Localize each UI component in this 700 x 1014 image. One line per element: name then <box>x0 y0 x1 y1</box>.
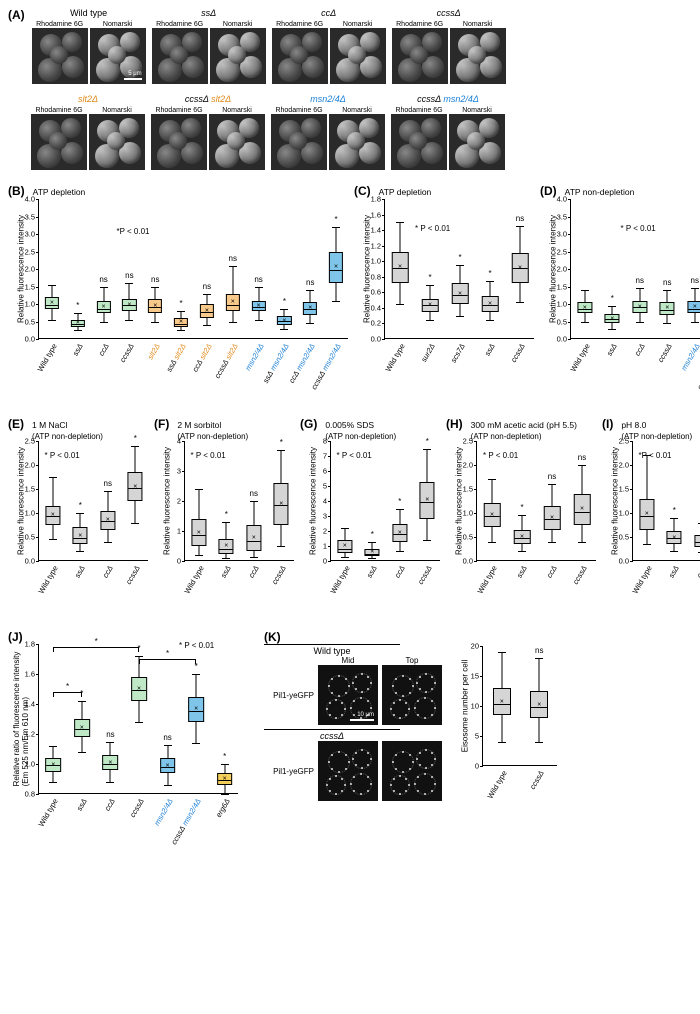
panel-B: (B)ATP depletion0.00.51.01.52.02.53.03.5… <box>8 184 348 409</box>
panel-H: (H)300 mM acetic acid (pH 5.5)(ATP non-d… <box>446 417 596 616</box>
micro-row-1: Wild typeRhodamine 6GNomarski5 μmssΔRhod… <box>29 8 509 90</box>
panel-A-label: (A) <box>8 8 25 22</box>
panel-K-micrographs: Wild typeMidTopPil1-yeGFP10 μmccssΔPil1-… <box>264 644 442 801</box>
panel-D: (D)ATP non-depletion0.00.51.01.52.02.53.… <box>540 184 700 409</box>
panel-K-label: (K) <box>264 630 281 644</box>
panel-K-chart: 05101520Eisosome number per cell××nsWild… <box>452 646 557 806</box>
panel-K: (K) Wild typeMidTopPil1-yeGFP10 μmccssΔP… <box>264 630 557 806</box>
panel-J: (J)0.81.01.21.41.61.8Relative ratio of f… <box>8 630 238 869</box>
panel-I: (I)pH 8.0(ATP non-depletion)0.00.51.01.5… <box>602 417 700 616</box>
panel-G: (G)0.005% SDS(ATP non-depletion)01234567… <box>300 417 440 616</box>
figure: (A) Wild typeRhodamine 6GNomarski5 μmssΔ… <box>0 0 700 877</box>
panel-E: (E)1 M NaCl(ATP non-depletion)0.00.51.01… <box>8 417 148 616</box>
panel-A: (A) Wild typeRhodamine 6GNomarski5 μmssΔ… <box>8 8 692 176</box>
panel-F: (F)2 M sorbitol(ATP non-depletion)01234R… <box>154 417 294 616</box>
micro-row-2: slt2ΔRhodamine 6GNomarskiccssΔ slt2ΔRhod… <box>28 94 508 176</box>
panel-C: (C)ATP depletion0.00.20.40.60.81.01.21.4… <box>354 184 534 394</box>
